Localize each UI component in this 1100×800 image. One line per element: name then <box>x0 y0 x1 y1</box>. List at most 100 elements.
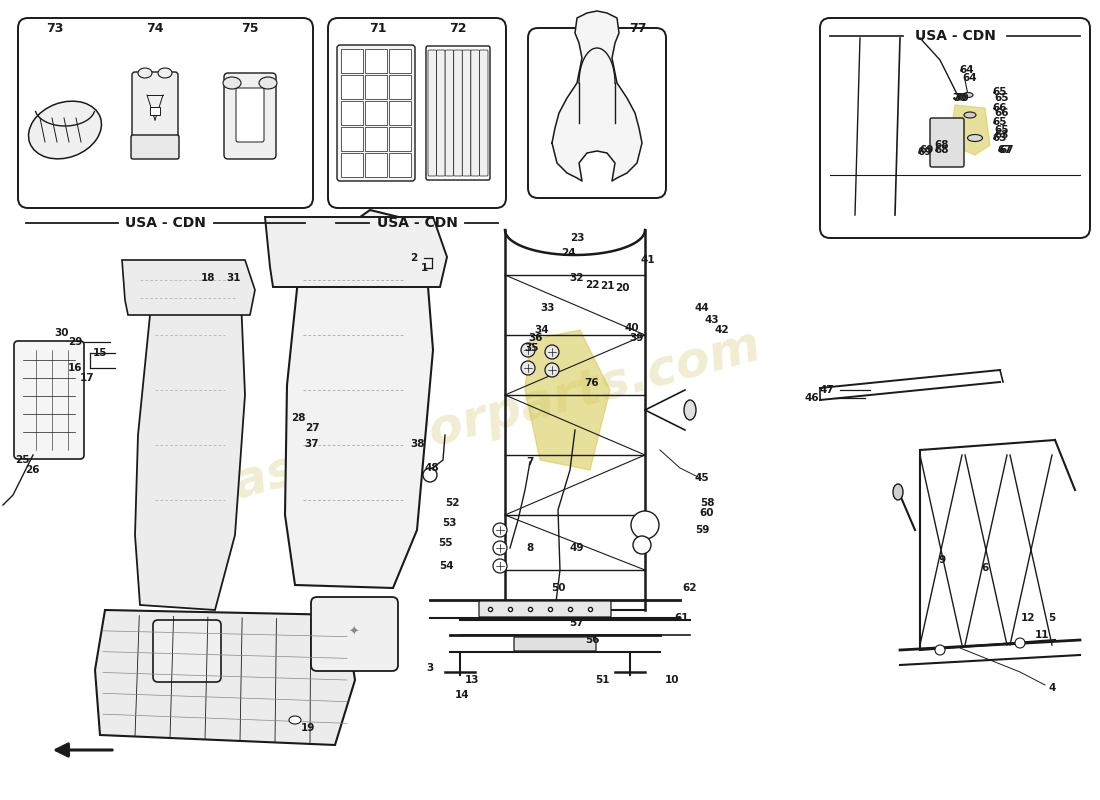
Ellipse shape <box>258 77 277 89</box>
Text: 55: 55 <box>438 538 452 548</box>
Circle shape <box>544 363 559 377</box>
FancyBboxPatch shape <box>14 341 84 459</box>
Text: 56: 56 <box>585 635 600 645</box>
Ellipse shape <box>684 400 696 420</box>
Text: 27: 27 <box>305 423 319 433</box>
Text: 65: 65 <box>994 93 1010 103</box>
Text: 31: 31 <box>227 273 241 283</box>
Ellipse shape <box>964 112 976 118</box>
Text: 25: 25 <box>14 455 30 465</box>
Bar <box>365 101 387 125</box>
Text: 61: 61 <box>674 613 690 623</box>
Text: 23: 23 <box>570 233 584 243</box>
Text: 26: 26 <box>24 465 40 475</box>
Text: 19: 19 <box>300 723 316 733</box>
Text: 63: 63 <box>992 133 1008 143</box>
FancyBboxPatch shape <box>132 72 178 143</box>
Text: 6: 6 <box>981 563 989 573</box>
Text: 21: 21 <box>600 281 614 291</box>
Text: 59: 59 <box>695 525 710 535</box>
Circle shape <box>493 523 507 537</box>
Text: 28: 28 <box>290 413 306 423</box>
Bar <box>341 49 363 73</box>
FancyBboxPatch shape <box>328 18 506 208</box>
Bar <box>341 153 363 177</box>
Text: 40: 40 <box>625 323 639 333</box>
FancyBboxPatch shape <box>514 637 596 651</box>
Bar <box>365 127 387 151</box>
Polygon shape <box>525 330 610 470</box>
Text: 64: 64 <box>962 73 977 83</box>
Text: 39: 39 <box>630 333 645 343</box>
Text: 49: 49 <box>570 543 584 553</box>
Text: 65: 65 <box>992 117 1008 127</box>
Text: 51: 51 <box>595 675 609 685</box>
Text: 33: 33 <box>541 303 556 313</box>
Text: 7: 7 <box>526 457 534 467</box>
Text: 62: 62 <box>683 583 697 593</box>
Polygon shape <box>953 105 990 155</box>
Polygon shape <box>135 265 245 610</box>
Text: 16: 16 <box>68 363 82 373</box>
Bar <box>365 153 387 177</box>
FancyBboxPatch shape <box>311 597 398 671</box>
Text: 43: 43 <box>705 315 719 325</box>
FancyBboxPatch shape <box>462 50 471 176</box>
Text: 72: 72 <box>449 22 466 34</box>
Bar <box>389 127 411 151</box>
Text: 64: 64 <box>959 65 975 75</box>
FancyBboxPatch shape <box>426 46 490 180</box>
Circle shape <box>935 645 945 655</box>
FancyBboxPatch shape <box>428 50 437 176</box>
Text: 68: 68 <box>935 140 949 150</box>
Text: 37: 37 <box>305 439 319 449</box>
Text: 17: 17 <box>79 373 95 383</box>
Text: 8: 8 <box>527 543 534 553</box>
Circle shape <box>521 343 535 357</box>
Text: 76: 76 <box>585 378 600 388</box>
Ellipse shape <box>289 716 301 724</box>
Text: USA - CDN: USA - CDN <box>914 29 996 43</box>
FancyBboxPatch shape <box>478 601 610 617</box>
Text: USA - CDN: USA - CDN <box>376 216 458 230</box>
Ellipse shape <box>962 93 974 98</box>
Text: 67: 67 <box>998 145 1012 155</box>
Ellipse shape <box>158 68 172 78</box>
Text: 66: 66 <box>992 103 1008 113</box>
Text: 75: 75 <box>241 22 258 34</box>
Text: 65: 65 <box>992 87 1008 97</box>
Text: 68: 68 <box>935 145 949 155</box>
Ellipse shape <box>29 101 101 159</box>
Ellipse shape <box>138 68 152 78</box>
Text: 69: 69 <box>917 147 932 157</box>
Text: 52: 52 <box>444 498 460 508</box>
FancyBboxPatch shape <box>131 135 179 159</box>
Text: 70: 70 <box>953 93 967 103</box>
Text: 15: 15 <box>92 348 108 358</box>
Text: 66: 66 <box>994 108 1010 118</box>
Text: 32: 32 <box>570 273 584 283</box>
Bar <box>389 153 411 177</box>
Text: 12: 12 <box>1021 613 1035 623</box>
Text: 3: 3 <box>427 663 433 673</box>
FancyBboxPatch shape <box>453 50 462 176</box>
FancyBboxPatch shape <box>820 18 1090 238</box>
Text: 58: 58 <box>700 498 714 508</box>
Text: 29: 29 <box>68 337 82 347</box>
FancyBboxPatch shape <box>437 50 446 176</box>
Text: 1: 1 <box>420 263 428 273</box>
FancyBboxPatch shape <box>471 50 480 176</box>
Text: 45: 45 <box>695 473 710 483</box>
Bar <box>389 75 411 99</box>
Ellipse shape <box>968 134 982 142</box>
Bar <box>150 107 160 115</box>
Circle shape <box>631 511 659 539</box>
Text: ✦: ✦ <box>349 626 360 638</box>
Text: 11: 11 <box>1035 630 1049 640</box>
Text: 77: 77 <box>629 22 647 34</box>
Bar <box>365 75 387 99</box>
FancyBboxPatch shape <box>236 88 264 142</box>
Text: 9: 9 <box>938 555 946 565</box>
Text: 41: 41 <box>640 255 656 265</box>
Polygon shape <box>285 210 433 588</box>
